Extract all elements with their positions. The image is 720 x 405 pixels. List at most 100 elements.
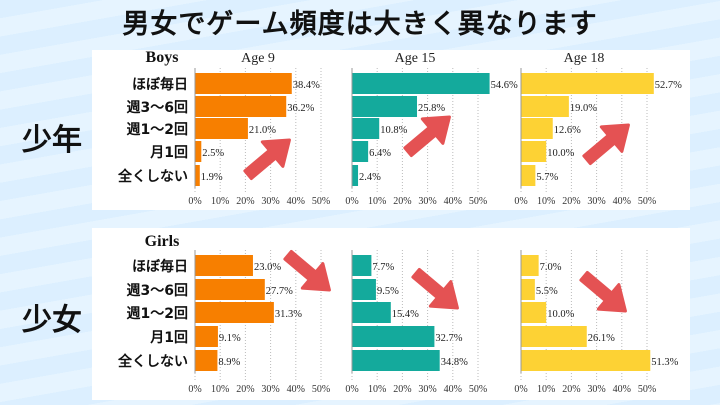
down-arrow-icon xyxy=(283,249,331,292)
data-label: 6.4% xyxy=(369,148,391,159)
up-arrow-icon xyxy=(243,138,291,181)
x-tick-label: 20% xyxy=(236,384,254,395)
arrow-shape xyxy=(579,270,627,313)
category-label: 月1回 xyxy=(149,330,188,346)
age-label: Age 18 xyxy=(564,51,605,66)
data-label: 2.5% xyxy=(202,148,224,159)
data-label: 5.5% xyxy=(536,286,558,297)
bar xyxy=(195,350,218,371)
bar xyxy=(195,73,292,94)
x-tick-label: 40% xyxy=(613,384,631,395)
x-tick-label: 50% xyxy=(638,196,656,207)
page-title: 男女でゲーム頻度は大きく異なります xyxy=(122,9,598,40)
bar xyxy=(352,302,391,323)
data-label: 8.9% xyxy=(218,357,240,368)
x-tick-label: 30% xyxy=(261,384,279,395)
category-label: 月1回 xyxy=(149,145,188,161)
category-label: 週3〜6回 xyxy=(127,100,188,116)
data-label: 15.4% xyxy=(392,309,419,320)
age-label: Age 9 xyxy=(241,51,275,66)
x-tick-label: 50% xyxy=(312,384,330,395)
bar xyxy=(195,141,202,162)
bar xyxy=(195,302,274,323)
x-tick-label: 0% xyxy=(345,384,358,395)
up-arrow-icon xyxy=(582,123,630,166)
girls-panel xyxy=(92,228,690,400)
x-tick-label: 20% xyxy=(393,196,411,207)
bar xyxy=(352,350,440,371)
data-label: 51.3% xyxy=(651,357,678,368)
x-tick-label: 50% xyxy=(312,196,330,207)
bar xyxy=(352,118,380,139)
x-tick-label: 0% xyxy=(188,384,201,395)
x-tick-label: 30% xyxy=(587,196,605,207)
bar xyxy=(521,165,536,186)
bar xyxy=(521,279,535,300)
x-tick-label: 50% xyxy=(638,384,656,395)
category-label: 全くしない xyxy=(117,168,188,185)
x-tick-label: 40% xyxy=(287,196,305,207)
group-label: Girls xyxy=(145,233,180,250)
age-label: Age 15 xyxy=(395,51,436,66)
x-tick-label: 10% xyxy=(368,384,386,395)
data-label: 34.8% xyxy=(441,357,468,368)
group-label: Boys xyxy=(146,49,179,66)
data-label: 25.8% xyxy=(418,103,445,114)
bar xyxy=(521,96,569,117)
down-arrow-icon xyxy=(411,267,459,310)
bar xyxy=(352,326,435,347)
x-tick-label: 40% xyxy=(444,196,462,207)
category-label: 全くしない xyxy=(117,353,188,370)
data-label: 7.7% xyxy=(372,262,394,273)
category-label: ほぼ毎日 xyxy=(132,76,188,93)
x-tick-label: 10% xyxy=(211,384,229,395)
bar xyxy=(195,96,287,117)
data-label: 32.7% xyxy=(435,333,462,344)
bar xyxy=(195,118,248,139)
category-label: ほぼ毎日 xyxy=(132,258,188,275)
x-tick-label: 0% xyxy=(514,196,527,207)
x-tick-label: 30% xyxy=(261,196,279,207)
data-label: 7.0% xyxy=(540,262,562,273)
data-label: 10.0% xyxy=(547,309,574,320)
x-tick-label: 50% xyxy=(469,384,487,395)
bar xyxy=(352,165,359,186)
x-tick-label: 30% xyxy=(418,384,436,395)
data-label: 10.8% xyxy=(380,125,407,136)
data-label: 5.7% xyxy=(536,172,558,183)
data-label: 27.7% xyxy=(266,286,293,297)
x-tick-label: 20% xyxy=(562,384,580,395)
data-label: 26.1% xyxy=(588,333,615,344)
bar xyxy=(521,350,651,371)
data-label: 2.4% xyxy=(359,172,381,183)
x-tick-label: 20% xyxy=(393,384,411,395)
bar xyxy=(521,302,547,323)
data-label: 1.9% xyxy=(201,172,223,183)
bar xyxy=(521,141,547,162)
x-tick-label: 40% xyxy=(613,196,631,207)
bar xyxy=(521,326,587,347)
x-tick-label: 50% xyxy=(469,196,487,207)
bar xyxy=(195,165,200,186)
x-tick-label: 20% xyxy=(236,196,254,207)
bar xyxy=(352,255,372,276)
x-tick-label: 20% xyxy=(562,196,580,207)
data-label: 31.3% xyxy=(275,309,302,320)
data-label: 23.0% xyxy=(254,262,281,273)
x-tick-label: 0% xyxy=(514,384,527,395)
x-tick-label: 10% xyxy=(368,196,386,207)
data-label: 10.0% xyxy=(547,148,574,159)
category-label: 週1〜2回 xyxy=(127,122,188,138)
category-label: 週1〜2回 xyxy=(127,306,188,322)
data-label: 38.4% xyxy=(293,80,320,91)
bar xyxy=(352,279,376,300)
data-label: 9.1% xyxy=(219,333,241,344)
arrow-shape xyxy=(582,123,630,166)
bar xyxy=(195,279,265,300)
data-label: 19.0% xyxy=(570,103,597,114)
x-tick-label: 40% xyxy=(444,384,462,395)
x-tick-label: 10% xyxy=(537,384,555,395)
arrow-shape xyxy=(283,249,331,292)
bar xyxy=(195,326,218,347)
arrow-shape xyxy=(411,267,459,310)
